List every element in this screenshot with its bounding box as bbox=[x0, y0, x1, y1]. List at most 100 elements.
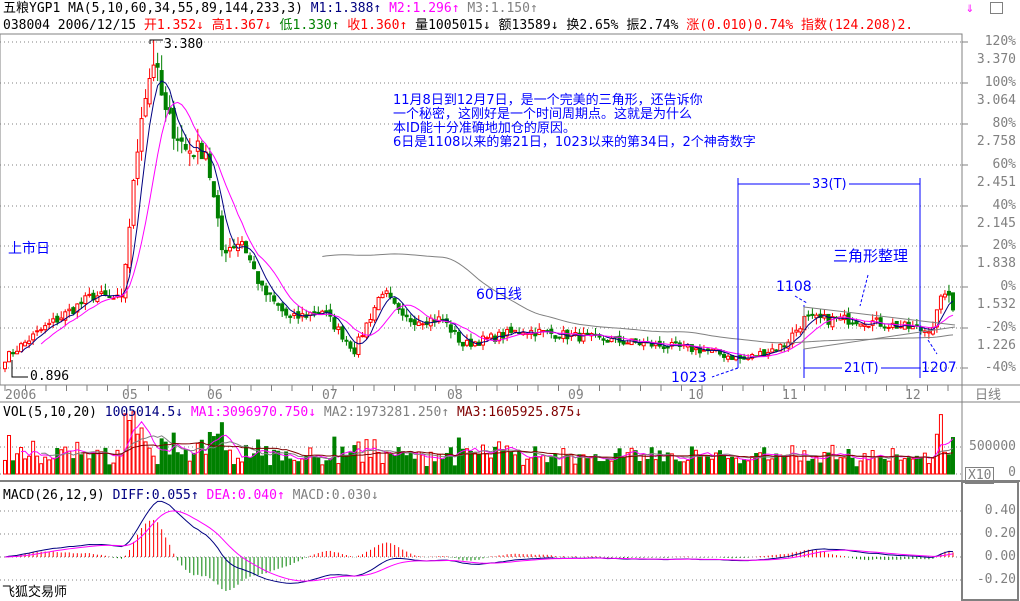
candle bbox=[171, 107, 176, 139]
candle bbox=[340, 326, 345, 340]
volume-bar bbox=[460, 448, 465, 475]
candle bbox=[581, 333, 586, 342]
candle bbox=[215, 195, 220, 219]
volume-bar bbox=[842, 457, 847, 475]
period-label[interactable]: 日线 bbox=[975, 388, 1002, 403]
volume-bar bbox=[878, 455, 883, 475]
candle bbox=[505, 329, 510, 337]
candle bbox=[485, 337, 490, 340]
volume-bar bbox=[774, 453, 779, 475]
down-arrow-icon: ↓ bbox=[308, 405, 317, 420]
volume-bar bbox=[63, 446, 68, 475]
volume-bar bbox=[376, 451, 381, 475]
candle bbox=[143, 98, 148, 117]
candle bbox=[195, 140, 200, 152]
volume-bar bbox=[268, 465, 273, 475]
layout-toggle-icon[interactable] bbox=[990, 2, 1003, 14]
candle bbox=[404, 314, 409, 318]
candle bbox=[288, 315, 293, 318]
stock-code: 038004 bbox=[3, 18, 50, 33]
volume-bar bbox=[734, 457, 739, 475]
volume-bar bbox=[786, 454, 791, 475]
volume-bar bbox=[244, 444, 249, 475]
price-axis-price: 3.064 bbox=[976, 93, 1016, 108]
up-arrow-icon: ↑ bbox=[529, 1, 538, 16]
candle bbox=[400, 308, 405, 316]
candle bbox=[336, 326, 341, 331]
candle bbox=[67, 308, 72, 312]
candle bbox=[826, 313, 831, 325]
change-value: 涨(0.010)0.74% bbox=[686, 18, 794, 33]
candle bbox=[135, 151, 140, 179]
candle bbox=[501, 332, 506, 339]
volume-bar bbox=[830, 444, 835, 475]
volume-bar bbox=[223, 450, 228, 475]
volume-bar bbox=[742, 459, 747, 475]
volume-bar bbox=[946, 454, 951, 475]
volume-bar bbox=[637, 461, 642, 475]
triangle-label: 三角形整理 bbox=[833, 247, 909, 265]
index-value: 指数(124.208)2. bbox=[801, 18, 914, 33]
volume-bar bbox=[633, 450, 638, 475]
volume-bar bbox=[155, 464, 160, 475]
candle bbox=[722, 353, 727, 358]
volume-bar bbox=[866, 458, 871, 475]
volume-bar bbox=[497, 441, 502, 475]
volume-bar bbox=[47, 459, 52, 475]
volume-bar bbox=[99, 451, 104, 475]
volume-bar bbox=[195, 442, 200, 475]
time-axis-label: 07 bbox=[322, 388, 338, 403]
ma-m3: M3:1.150 bbox=[467, 1, 530, 16]
volume-bar bbox=[589, 456, 594, 475]
volume-bar bbox=[657, 450, 662, 475]
ma-m1: M1:1.388 bbox=[310, 1, 374, 16]
volume-bar bbox=[794, 456, 799, 475]
note-line: 11月8日到12月7日，是一个完美的三角形，还告诉你 bbox=[393, 93, 703, 108]
stock-name: 五粮YGP1 bbox=[3, 1, 61, 16]
candle bbox=[758, 351, 763, 357]
volume-bar bbox=[605, 458, 610, 475]
candle bbox=[59, 317, 64, 321]
volume-bar bbox=[529, 457, 534, 475]
volume-bar bbox=[573, 463, 578, 475]
candle bbox=[127, 226, 132, 269]
volume-bar bbox=[284, 451, 289, 475]
volume-bar bbox=[472, 452, 477, 475]
volume-bar bbox=[372, 439, 377, 475]
volume-bar bbox=[942, 451, 947, 475]
app-footer: 飞狐交易师 bbox=[2, 585, 68, 600]
volume-bar bbox=[521, 464, 526, 475]
vol-value: 1005014.5 bbox=[104, 405, 176, 420]
candle bbox=[726, 355, 731, 360]
volume-bar bbox=[730, 456, 735, 475]
volume-bar bbox=[705, 455, 710, 475]
note-line: 一个秘密，这刚好是一个时间周期点。这就是为什么 bbox=[393, 107, 693, 122]
volume-bar bbox=[549, 456, 554, 475]
volume-bar bbox=[344, 455, 349, 475]
volume-bar bbox=[802, 450, 807, 475]
candle bbox=[597, 335, 602, 338]
volume-bar bbox=[553, 453, 558, 475]
volume-bar bbox=[701, 455, 706, 475]
scroll-marker-icon[interactable]: ⇓ bbox=[960, 0, 980, 17]
volume-bar bbox=[135, 433, 140, 475]
candle bbox=[585, 332, 590, 335]
volume-bar bbox=[822, 451, 827, 475]
volume-bar bbox=[621, 456, 626, 475]
candle bbox=[509, 326, 514, 333]
volume-bar bbox=[513, 454, 518, 475]
candle bbox=[292, 313, 297, 316]
volume-bar bbox=[19, 446, 24, 475]
volume-bar bbox=[396, 447, 401, 475]
candle bbox=[866, 325, 871, 328]
volume-bar bbox=[890, 448, 895, 475]
volume-bar bbox=[320, 464, 325, 475]
volume-bar bbox=[248, 457, 253, 475]
candle bbox=[356, 336, 361, 356]
volume-bar bbox=[412, 458, 417, 475]
candle bbox=[268, 292, 273, 295]
volume-bar bbox=[754, 453, 759, 475]
candle bbox=[211, 181, 216, 198]
vol-scale-button[interactable]: X10 bbox=[965, 467, 995, 484]
